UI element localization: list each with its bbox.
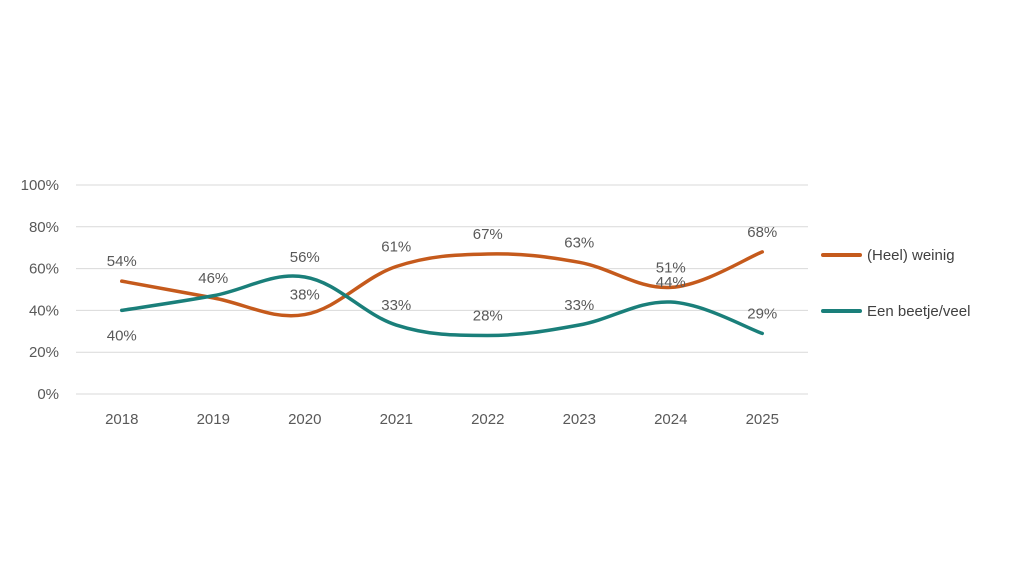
x-tick-label: 2021 [380, 411, 413, 428]
y-axis-ticks: 0% 20% 40% 60% 80% 100% [21, 177, 59, 403]
data-label: 40% [107, 327, 137, 344]
data-label: 29% [747, 305, 777, 322]
legend-label: Een beetje/veel [867, 303, 970, 320]
data-label: 63% [564, 234, 594, 251]
data-label: 54% [107, 253, 137, 270]
legend: (Heel) weinig Een beetje/veel [821, 247, 970, 320]
data-label: 33% [564, 297, 594, 314]
data-label: 44% [656, 274, 686, 291]
data-label: 38% [290, 287, 320, 304]
series-line-1 [120, 274, 764, 338]
series-lines [120, 250, 764, 338]
data-label: 51% [656, 259, 686, 276]
x-tick-label: 2025 [746, 411, 779, 428]
data-label: 67% [473, 226, 503, 243]
data-label: 46% [198, 270, 228, 287]
x-tick-label: 2022 [471, 411, 504, 428]
y-tick-label: 40% [29, 302, 59, 319]
y-tick-label: 60% [29, 261, 59, 278]
x-tick-label: 2018 [105, 411, 138, 428]
x-tick-label: 2023 [563, 411, 596, 428]
y-tick-label: 80% [29, 219, 59, 236]
x-tick-label: 2020 [288, 411, 321, 428]
y-tick-label: 0% [37, 386, 59, 403]
data-label: 33% [381, 297, 411, 314]
gridlines [76, 184, 808, 395]
legend-label: (Heel) weinig [867, 247, 955, 264]
series-line-0 [120, 250, 764, 318]
data-label: 68% [747, 224, 777, 241]
y-tick-label: 20% [29, 344, 59, 361]
y-tick-label: 100% [21, 177, 59, 194]
x-tick-label: 2019 [197, 411, 230, 428]
data-label: 56% [290, 249, 320, 266]
x-tick-label: 2024 [654, 411, 687, 428]
data-label: 28% [473, 307, 503, 324]
data-label: 61% [381, 239, 411, 256]
data-labels: 54% 46% 38% 61% 67% 63% 51% 68% 40% 56% 33% 28% 33% 4… [107, 224, 778, 345]
x-axis-ticks: 2018 2019 2020 2021 2022 2023 2024 2025 [105, 411, 779, 428]
